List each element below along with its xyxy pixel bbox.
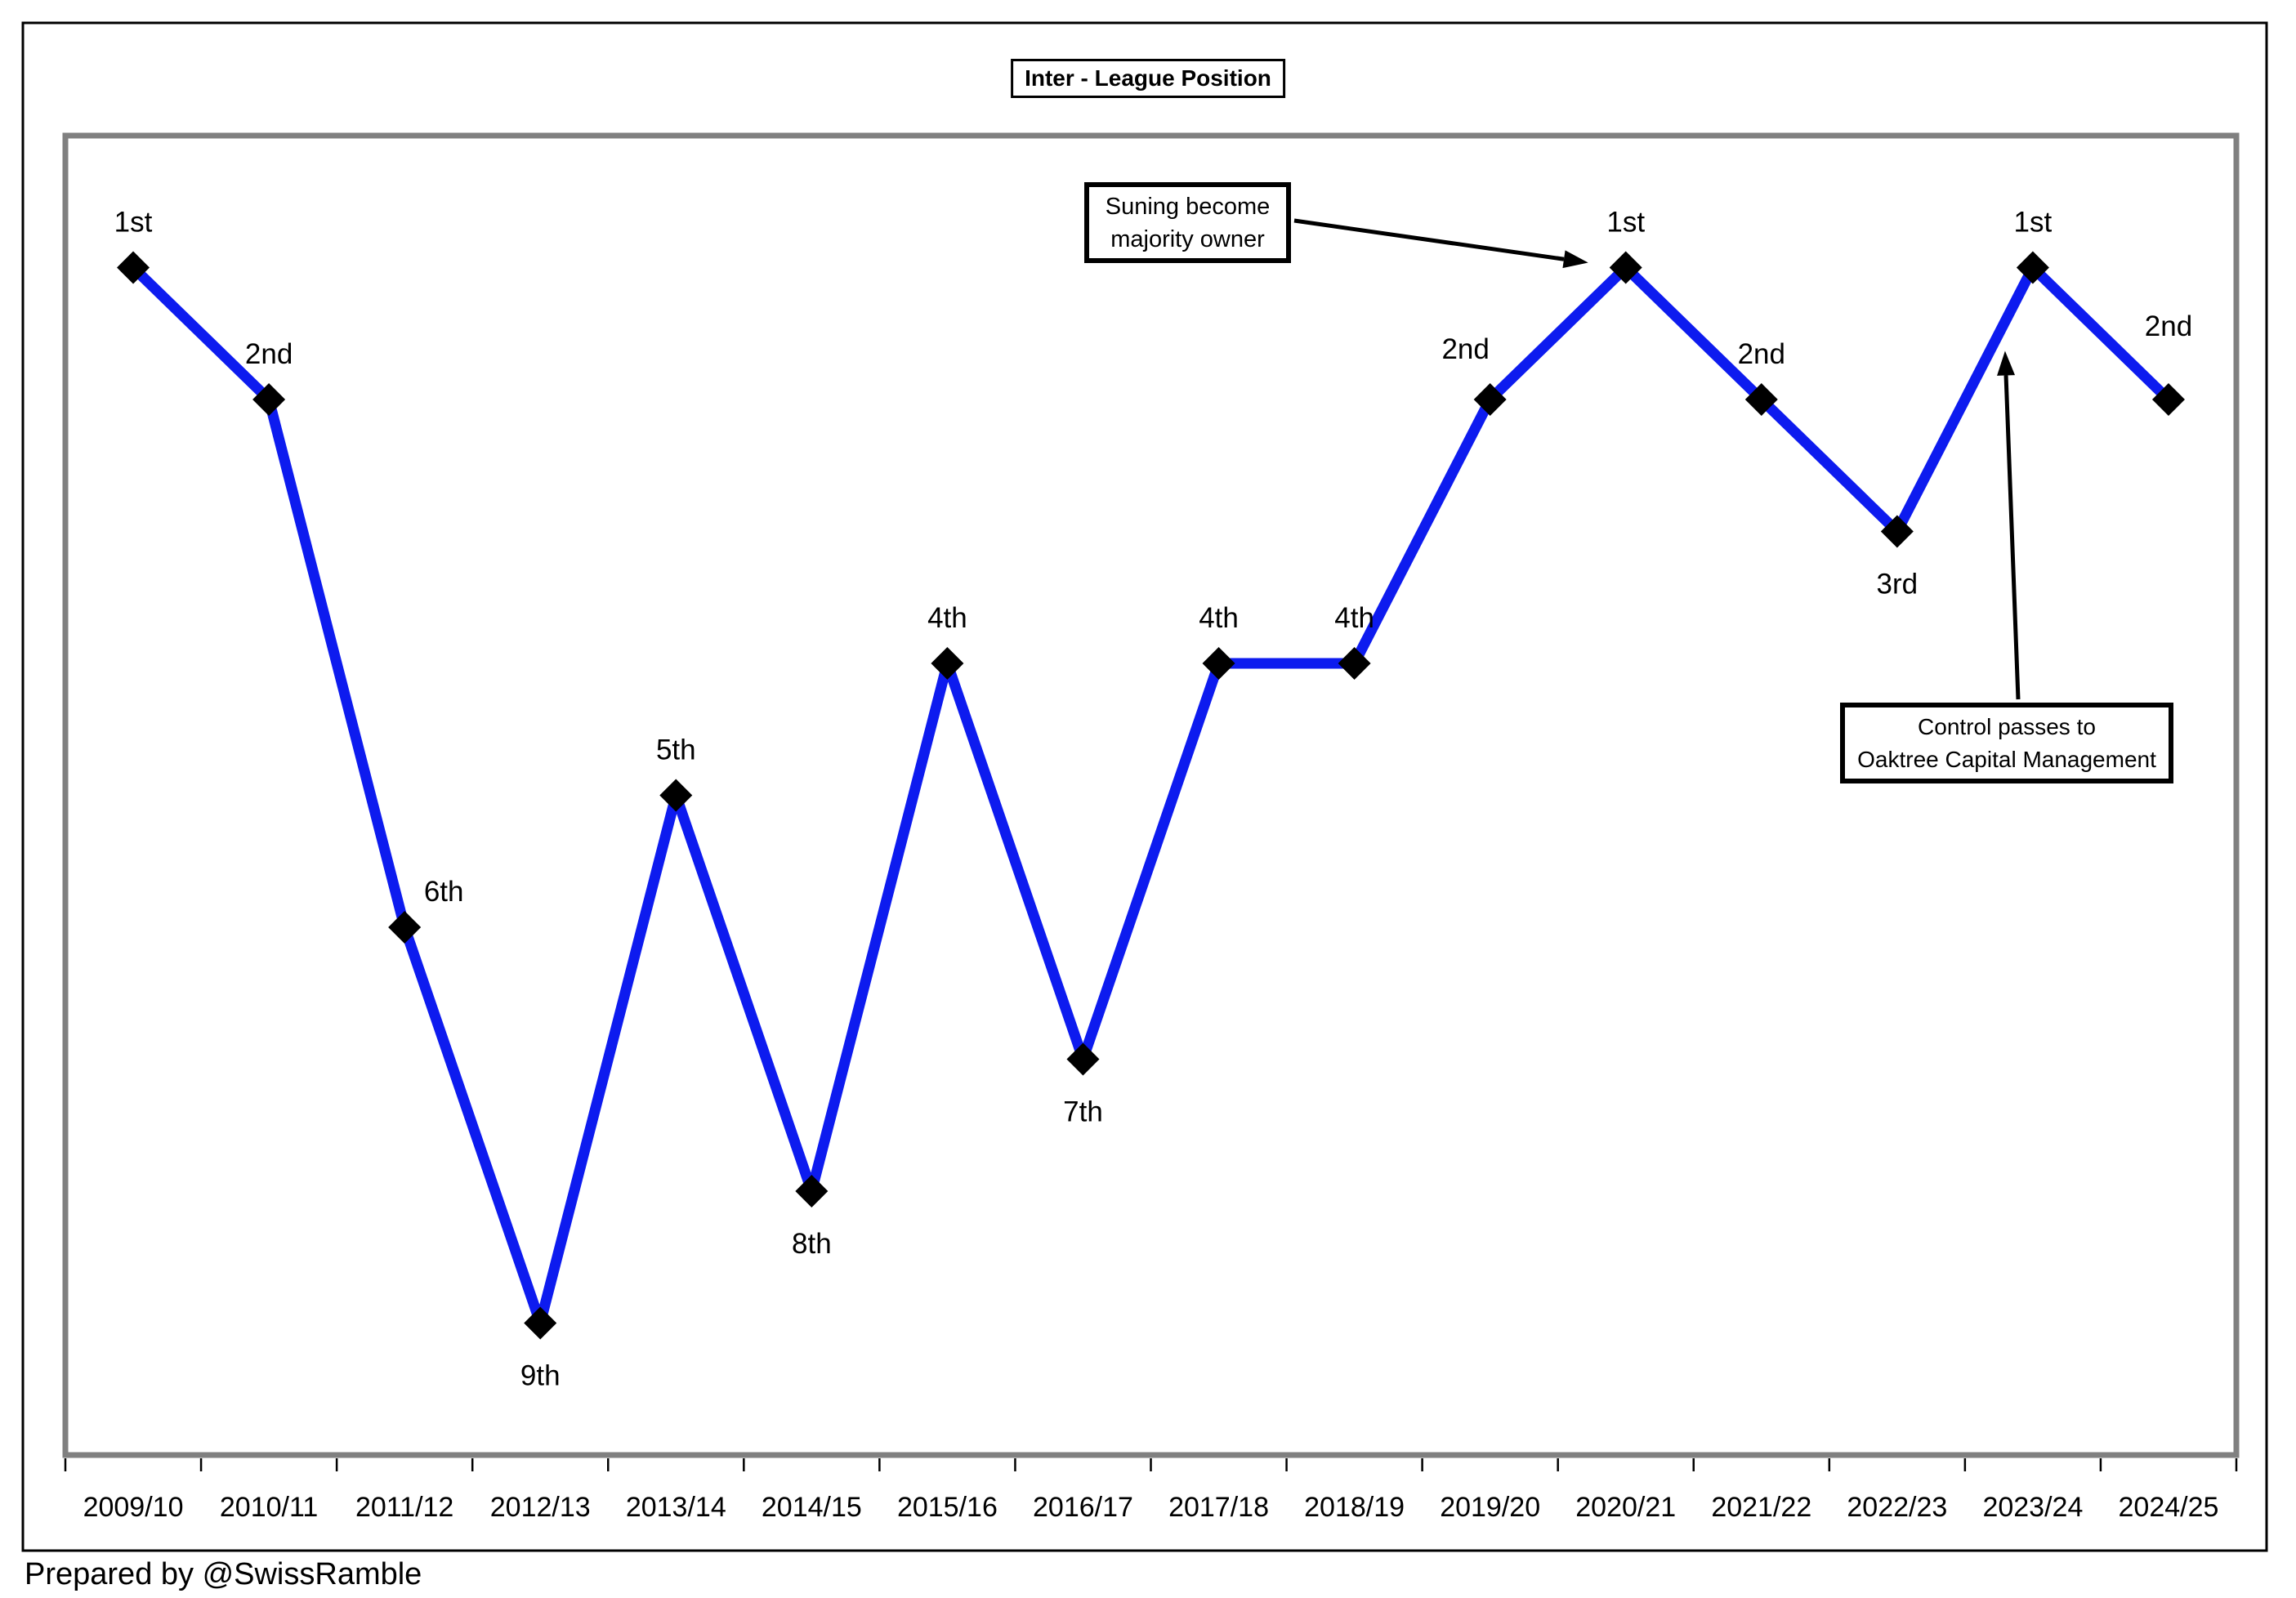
data-point-marker	[117, 251, 150, 284]
x-axis-label: 2019/20	[1440, 1492, 1540, 1523]
data-point-marker	[1338, 647, 1371, 680]
annotation-arrow-head	[1562, 250, 1588, 269]
data-point-label: 3rd	[1877, 569, 1919, 600]
annotation-oaktree-line2: Oaktree Capital Management	[1857, 746, 2156, 772]
x-axis-label: 2010/11	[220, 1492, 318, 1523]
x-axis-label: 2024/25	[2119, 1492, 2219, 1523]
annotation-arrow-line	[1293, 218, 1565, 261]
data-point-label: 1st	[1606, 207, 1645, 239]
plot-border	[62, 132, 2240, 1458]
data-point-marker	[659, 779, 693, 812]
x-axis-label: 2023/24	[1982, 1492, 2083, 1523]
outer-frame	[21, 21, 2268, 1552]
data-point-label: 1st	[114, 207, 153, 239]
data-point-marker	[1066, 1042, 1100, 1076]
data-point-label: 2nd	[2145, 310, 2192, 342]
chart-line	[127, 262, 2174, 1328]
data-point-label: 8th	[792, 1228, 832, 1260]
x-axis-label: 2022/23	[1847, 1492, 1947, 1523]
x-axis-label: 2021/22	[1711, 1492, 1811, 1523]
data-point-marker	[795, 1175, 829, 1207]
data-point-marker	[2151, 383, 2185, 416]
data-point-marker	[524, 1306, 557, 1340]
data-point-label: 2nd	[1441, 333, 1489, 365]
x-axis-label: 2017/18	[1168, 1492, 1269, 1523]
data-point-label: 2nd	[1738, 338, 1785, 370]
data-point-label: 4th	[1199, 602, 1239, 634]
data-point-label: 9th	[520, 1360, 561, 1392]
x-axis-label: 2009/10	[83, 1492, 184, 1523]
annotation-oaktree-box: Control passes to Oaktree Capital Manage…	[1840, 703, 2173, 783]
title-box: Inter - League Position	[1011, 59, 1285, 98]
data-point-marker	[1609, 251, 1642, 284]
x-axis-label: 2013/14	[626, 1492, 726, 1523]
x-axis-label: 2016/17	[1033, 1492, 1133, 1523]
page-title: Inter - League Position	[1025, 65, 1271, 91]
x-axis-label: 2012/13	[490, 1492, 591, 1523]
annotation-arrow-line	[2003, 375, 2021, 700]
data-point-marker	[1880, 515, 1914, 548]
footer-credit: Prepared by @SwissRamble	[25, 1557, 422, 1591]
x-axis-label: 2015/16	[897, 1492, 998, 1523]
x-axis-label: 2020/21	[1575, 1492, 1676, 1523]
annotation-arrow-head	[1997, 350, 2016, 376]
annotation-suning-line1: Suning become	[1105, 193, 1271, 220]
data-point-label: 2nd	[245, 338, 293, 370]
data-point-label: 6th	[424, 876, 464, 908]
annotation-oaktree-line1: Control passes to	[1918, 713, 2096, 739]
data-point-label: 5th	[656, 734, 696, 766]
data-point-label: 1st	[2014, 207, 2053, 239]
data-point-marker	[252, 383, 286, 416]
annotation-suning-box: Suning become majority owner	[1084, 182, 1291, 263]
x-axis-label: 2014/15	[762, 1492, 862, 1523]
data-point-marker	[2016, 251, 2049, 284]
data-point-marker	[1473, 383, 1507, 416]
data-point-label: 4th	[927, 602, 967, 634]
data-point-marker	[1202, 647, 1235, 680]
data-point-marker	[931, 647, 964, 680]
data-point-marker	[388, 911, 422, 944]
annotation-suning-line2: majority owner	[1110, 225, 1265, 252]
data-point-marker	[1744, 383, 1778, 416]
x-axis-label: 2018/19	[1304, 1492, 1405, 1523]
data-point-label: 4th	[1334, 602, 1374, 634]
data-point-label: 7th	[1063, 1096, 1103, 1128]
x-axis-label: 2011/12	[355, 1492, 453, 1523]
